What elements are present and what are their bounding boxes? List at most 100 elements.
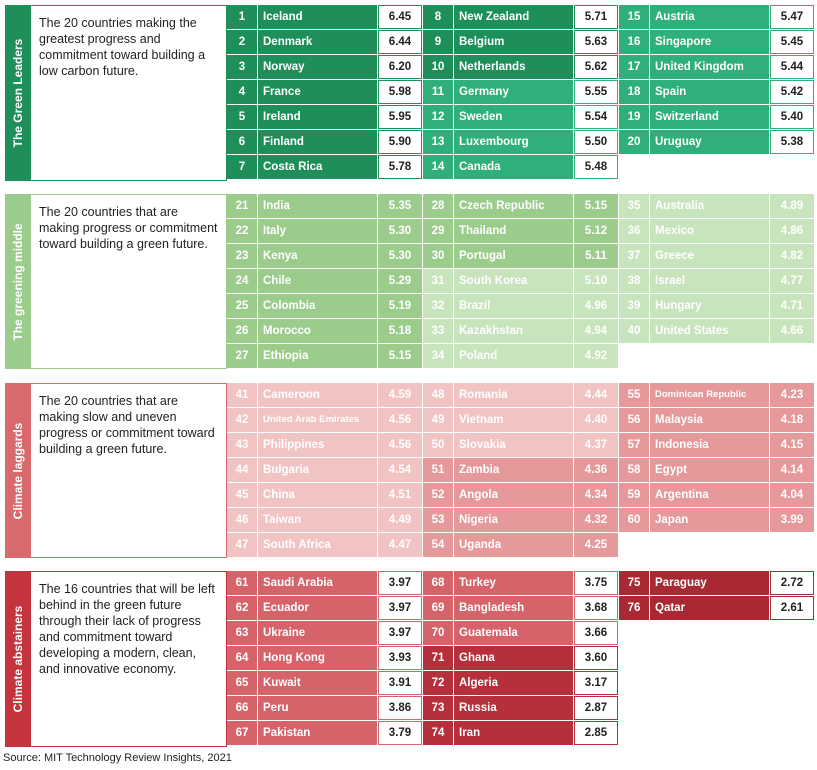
table-row: 15 Austria 5.47 [619, 5, 815, 30]
cell-divider [257, 571, 258, 595]
country-name: Kuwait [263, 677, 301, 689]
cell-divider [377, 408, 378, 432]
cell-divider [769, 194, 770, 218]
rank: 63 [235, 627, 249, 639]
rank: 59 [627, 489, 641, 501]
cell-divider [257, 244, 258, 268]
cell-divider [257, 721, 258, 745]
country-name: Kenya [263, 250, 298, 262]
cell-divider [377, 621, 378, 645]
rank: 53 [431, 514, 445, 526]
cell-divider [649, 571, 650, 595]
country-name: Ecuador [263, 602, 310, 614]
rank: 72 [431, 677, 445, 689]
group-description: The 20 countries that are making progres… [30, 194, 227, 369]
cell-divider [453, 30, 454, 54]
cell-divider [377, 155, 378, 179]
score-value: 5.78 [378, 155, 422, 179]
table-row: 64 Hong Kong 3.93 [227, 646, 423, 671]
score-value: 4.51 [388, 489, 412, 501]
score-value: 5.62 [574, 55, 618, 79]
score-value: 4.37 [584, 439, 608, 451]
cell-divider [377, 294, 378, 318]
score-value: 5.29 [388, 275, 412, 287]
cell-divider [649, 294, 650, 318]
cell-divider [453, 344, 454, 368]
table-row: 38 Israel 4.77 [619, 269, 815, 294]
cell-divider [769, 433, 770, 457]
cell-divider [573, 344, 574, 368]
cell-divider [257, 294, 258, 318]
rank: 56 [627, 414, 641, 426]
score-value: 4.47 [388, 539, 412, 551]
score-value: 5.48 [574, 155, 618, 179]
table-row: 40 United States 4.66 [619, 319, 815, 344]
rank: 60 [627, 514, 641, 526]
rank: 61 [235, 577, 249, 589]
cell-divider [573, 80, 574, 104]
group-panel: Climate abstainers The 16 countries that … [5, 571, 227, 747]
cell-divider [377, 508, 378, 532]
rank: 36 [627, 225, 641, 237]
table-row: 44 Bulgaria 4.54 [227, 458, 423, 483]
country-name: Spain [655, 86, 687, 98]
cell-divider [377, 433, 378, 457]
rank: 11 [431, 86, 445, 98]
rank: 54 [431, 539, 445, 551]
score-value: 6.20 [378, 55, 422, 79]
score-value: 3.68 [574, 596, 618, 620]
score-value: 3.79 [378, 721, 422, 745]
cell-divider [649, 408, 650, 432]
score-value: 5.30 [388, 250, 412, 262]
cell-divider [769, 55, 770, 79]
rank: 35 [627, 200, 641, 212]
rank: 32 [431, 300, 445, 312]
country-name: Paraguay [655, 577, 707, 589]
country-name: Italy [263, 225, 287, 237]
country-name: Cameroon [263, 389, 320, 401]
cell-divider [257, 194, 258, 218]
table-row: 46 Taiwan 4.49 [227, 508, 423, 533]
cell-divider [573, 55, 574, 79]
cell-divider [573, 533, 574, 557]
score-value: 4.86 [780, 225, 804, 237]
cell-divider [453, 721, 454, 745]
cell-divider [377, 130, 378, 154]
table-row: 13 Luxembourg 5.50 [423, 130, 619, 155]
rank: 15 [627, 11, 641, 23]
table-row: 54 Uganda 4.25 [423, 533, 619, 558]
cell-divider [649, 483, 650, 507]
country-name: Ukraine [263, 627, 306, 639]
table-row: 22 Italy 5.30 [227, 219, 423, 244]
rank: 75 [627, 577, 641, 589]
rank: 51 [431, 464, 445, 476]
table-row: 65 Kuwait 3.91 [227, 671, 423, 696]
country-name: Singapore [655, 36, 712, 48]
cell-divider [377, 721, 378, 745]
cell-divider [573, 194, 574, 218]
cell-divider [377, 194, 378, 218]
cell-divider [573, 105, 574, 129]
score-value: 2.61 [770, 596, 814, 620]
country-name: Netherlands [459, 61, 526, 73]
table-row: 71 Ghana 3.60 [423, 646, 619, 671]
country-name: Germany [459, 86, 509, 98]
cell-divider [377, 269, 378, 293]
cell-divider [257, 5, 258, 29]
score-value: 4.49 [388, 514, 412, 526]
country-name: Norway [263, 61, 305, 73]
score-value: 4.92 [584, 350, 608, 362]
cell-divider [377, 533, 378, 557]
score-value: 3.97 [378, 596, 422, 620]
country-name: South Africa [263, 539, 331, 551]
table-row: 43 Philippines 4.56 [227, 433, 423, 458]
table-row: 63 Ukraine 3.97 [227, 621, 423, 646]
score-value: 4.23 [780, 389, 804, 401]
score-value: 3.97 [378, 571, 422, 595]
group-label-text: The Green Leaders [10, 38, 25, 148]
cell-divider [649, 508, 650, 532]
cell-divider [573, 721, 574, 745]
cell-divider [573, 458, 574, 482]
score-value: 5.15 [388, 350, 412, 362]
cell-divider [573, 433, 574, 457]
